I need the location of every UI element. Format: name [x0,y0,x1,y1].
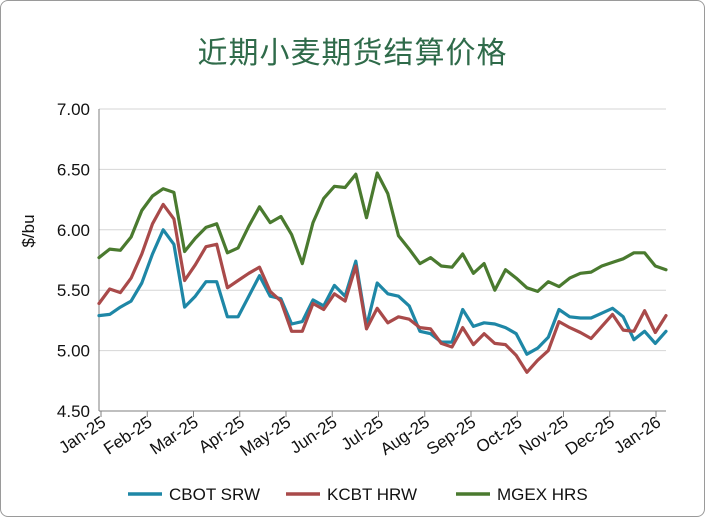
x-tick-label: Dec-25 [562,413,618,459]
x-tick-label: Aug-25 [377,413,433,459]
x-tick-label: Feb-25 [100,413,155,459]
y-tick-label: 5.00 [57,342,90,361]
x-tick-label: Nov-25 [516,413,572,459]
y-tick-label: 7.00 [57,100,90,119]
y-tick-label: 4.50 [57,402,90,421]
y-axis-label: $/bu [19,214,38,247]
y-tick-label: 6.50 [57,160,90,179]
x-tick-label: Sep-25 [423,413,479,459]
x-tick-label: May-25 [237,413,295,460]
x-tick-label: Oct-25 [473,413,526,457]
series-line-cbot-srw [97,228,668,356]
series-line-kcbt-hrw [97,202,668,374]
y-tick-label: 5.50 [57,281,90,300]
legend-label: KCBT HRW [327,485,417,504]
legend-label: CBOT SRW [169,485,260,504]
y-tick-label: 6.00 [57,221,90,240]
legend-label: MGEX HRS [497,485,588,504]
chart-title: 近期小麦期货结算价格 [197,36,508,71]
x-tick-label: Jan-26 [611,413,665,458]
x-tick-label: Jun-25 [287,413,341,458]
series-line-mgex-hrs [97,171,668,293]
legend: CBOT SRW KCBT HRW MGEX HRS [128,485,588,504]
x-tick-label: Mar-25 [146,413,201,459]
